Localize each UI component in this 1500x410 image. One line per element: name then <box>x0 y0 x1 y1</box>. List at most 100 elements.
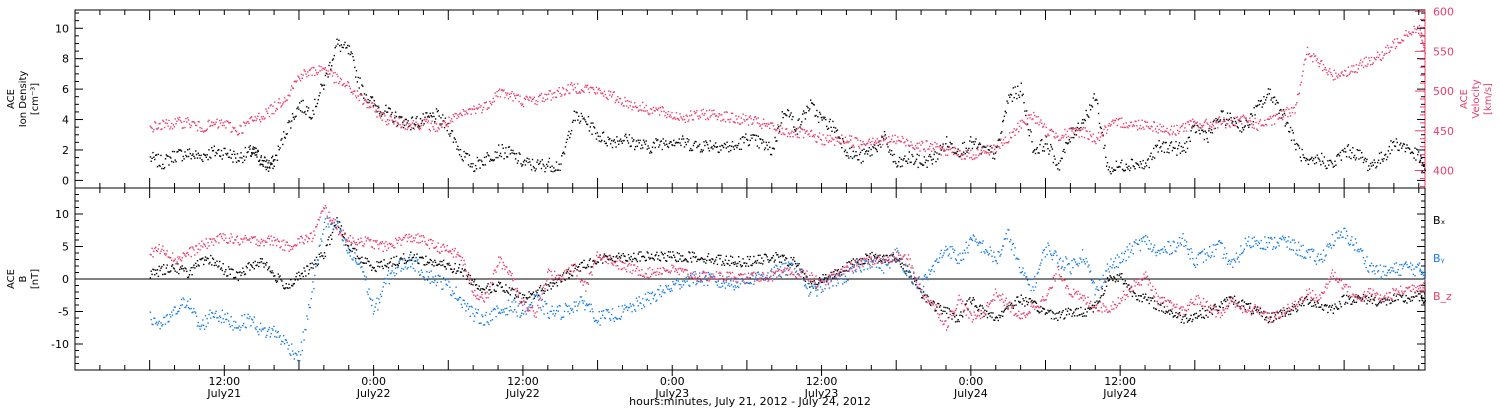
data-point <box>232 161 234 163</box>
data-point <box>268 160 270 162</box>
data-point <box>872 137 874 139</box>
data-point <box>1105 156 1107 158</box>
data-point <box>269 162 271 164</box>
data-point <box>760 262 762 264</box>
data-point <box>642 255 644 258</box>
data-point <box>1327 311 1329 314</box>
data-point <box>1281 117 1283 119</box>
data-point <box>378 261 380 264</box>
data-point <box>162 119 164 122</box>
data-point <box>1108 166 1110 168</box>
data-point <box>832 120 834 123</box>
data-point <box>553 92 555 94</box>
data-point <box>291 113 294 115</box>
data-point <box>1334 160 1336 162</box>
data-point <box>300 100 303 102</box>
data-point <box>1175 311 1177 314</box>
data-point <box>660 251 663 253</box>
data-point <box>340 44 343 46</box>
data-point <box>783 133 785 136</box>
data-point <box>307 107 310 109</box>
data-point <box>464 268 466 271</box>
data-point <box>897 260 899 262</box>
data-point <box>1343 74 1345 77</box>
data-point <box>1348 73 1350 76</box>
data-point <box>327 239 329 241</box>
data-point <box>895 261 897 263</box>
data-point <box>665 140 667 142</box>
data-point <box>392 121 394 123</box>
data-point <box>624 96 626 99</box>
data-point <box>461 115 463 117</box>
data-point <box>283 335 285 337</box>
data-point <box>228 156 231 158</box>
data-point <box>387 123 390 125</box>
data-point <box>1097 112 1100 115</box>
data-point <box>1145 125 1148 127</box>
data-point <box>199 127 201 129</box>
data-point <box>741 122 743 124</box>
data-point <box>646 148 648 150</box>
data-point <box>712 113 714 115</box>
data-point <box>1053 136 1055 138</box>
data-point <box>1219 119 1222 121</box>
data-point <box>754 134 756 136</box>
data-point <box>595 263 598 265</box>
data-point <box>1201 129 1204 132</box>
data-point <box>296 80 298 82</box>
data-point <box>1218 120 1221 122</box>
data-point <box>658 146 660 148</box>
data-point <box>740 117 743 119</box>
data-point <box>1109 275 1111 277</box>
data-point <box>1201 307 1204 310</box>
data-point <box>1253 127 1255 129</box>
data-point <box>640 147 642 150</box>
data-point <box>747 124 750 126</box>
data-point <box>267 107 270 109</box>
data-point <box>526 298 528 300</box>
top-right-tick-label: 500 <box>1433 85 1454 98</box>
data-point <box>1283 110 1286 113</box>
data-point <box>1056 312 1058 314</box>
data-point <box>373 267 375 269</box>
data-point <box>560 163 562 165</box>
data-point <box>425 255 427 257</box>
data-point <box>259 159 261 161</box>
data-point <box>255 154 258 156</box>
data-point <box>396 263 399 266</box>
data-point <box>302 74 304 76</box>
data-point <box>1205 131 1207 134</box>
data-point <box>1255 309 1257 311</box>
data-point <box>349 87 351 90</box>
data-point <box>1113 119 1116 122</box>
data-point <box>993 144 995 146</box>
data-point <box>196 129 199 132</box>
data-point <box>1076 126 1078 129</box>
data-point <box>182 297 184 299</box>
data-point <box>326 217 328 219</box>
data-point <box>652 106 655 109</box>
data-point <box>1423 164 1426 166</box>
data-point <box>975 305 977 307</box>
data-point <box>1171 133 1174 135</box>
data-point <box>456 148 458 150</box>
data-point <box>1381 51 1383 53</box>
data-point <box>201 159 203 161</box>
data-point <box>1255 121 1257 124</box>
data-point <box>691 251 694 253</box>
data-point <box>263 160 265 162</box>
data-point <box>1321 59 1323 62</box>
data-point <box>486 152 488 154</box>
data-point <box>770 259 772 261</box>
data-point <box>458 267 460 269</box>
data-point <box>1273 312 1276 314</box>
data-point <box>354 252 356 254</box>
data-point <box>1297 93 1300 95</box>
data-point <box>769 259 771 262</box>
data-point <box>299 102 301 104</box>
data-point <box>163 273 166 275</box>
data-point <box>981 146 983 149</box>
data-point <box>1155 130 1158 133</box>
data-point <box>191 312 193 314</box>
data-point <box>356 90 359 92</box>
